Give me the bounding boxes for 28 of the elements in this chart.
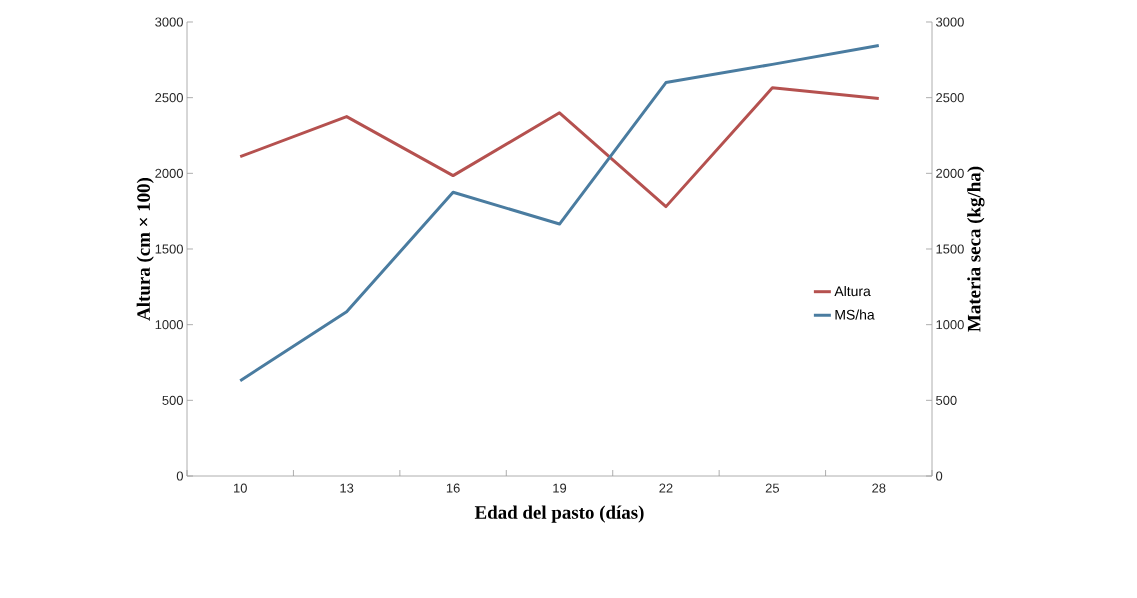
y-tick-label: 1000 [155,320,183,330]
x-axis-title: Edad del pasto (días) [474,505,644,523]
line-series [238,43,881,383]
line-series [238,86,881,209]
y-tick-label: 2000 [155,168,183,178]
y-tick-label: 1500 [155,244,183,254]
x-tick-label: 13 [340,483,354,493]
y2-tick-label: 500 [936,395,957,405]
y2-tick-label: 2500 [936,93,964,103]
y2-tick-label: 1000 [936,320,964,330]
legend-label: MS/ha [835,309,875,320]
x-tick-label: 19 [553,483,567,493]
y-tick-label: 2500 [155,93,183,103]
y2-tick-label: 1500 [936,244,964,254]
x-tick-label: 22 [659,483,673,493]
y2-tick-label: 3000 [936,17,964,27]
x-tick-label: 10 [234,483,247,493]
x-tick-label: 16 [446,483,460,493]
x-tick-label: 28 [872,483,886,493]
y-axis-title: Altura (cm × 100) [136,177,154,321]
y-tick-label: 0 [176,471,183,481]
y2-tick-label: 0 [936,471,943,481]
x-tick-label: 25 [765,483,780,493]
y2-axis-title: Materia seca (kg/ha) [967,166,985,332]
y-tick-label: 500 [162,395,183,405]
y2-tick-label: 2000 [936,168,964,178]
legend-label: Altura [834,285,871,297]
y-tick-label: 3000 [155,17,183,27]
